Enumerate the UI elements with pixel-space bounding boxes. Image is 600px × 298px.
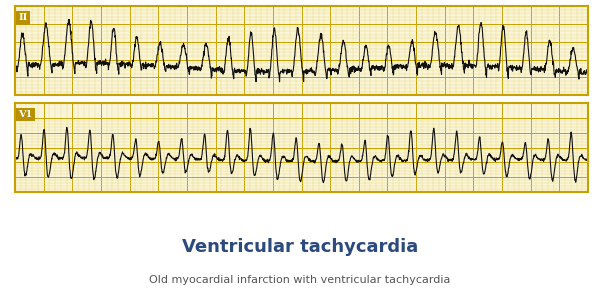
Text: II: II bbox=[19, 13, 28, 22]
Text: Old myocardial infarction with ventricular tachycardia: Old myocardial infarction with ventricul… bbox=[149, 275, 451, 285]
Text: V1: V1 bbox=[19, 110, 32, 119]
Text: Ventricular tachycardia: Ventricular tachycardia bbox=[182, 238, 418, 256]
